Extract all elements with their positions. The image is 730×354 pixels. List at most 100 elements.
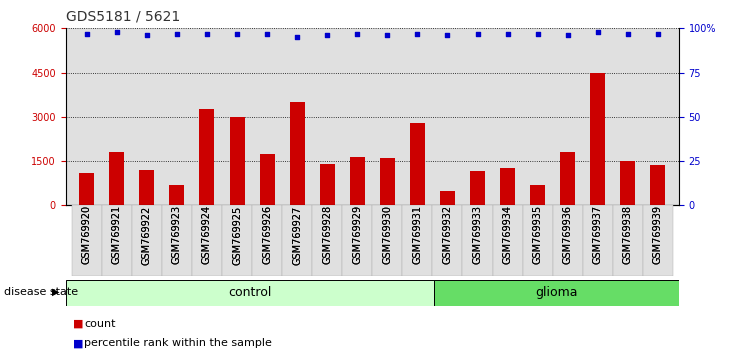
Text: GSM769934: GSM769934 [502,205,512,264]
Bar [260,154,274,205]
Bar [434,280,679,306]
Text: GSM769936: GSM769936 [563,205,572,264]
Text: GSM769926: GSM769926 [262,205,272,264]
Point [81,31,93,36]
Text: GSM769937: GSM769937 [593,205,603,264]
Bar [101,205,132,276]
Bar [523,205,553,276]
Point [652,31,664,36]
Bar [192,205,222,276]
Bar [380,158,395,205]
Text: GSM769923: GSM769923 [172,205,182,264]
Point [592,29,604,35]
Text: GSM769935: GSM769935 [533,205,542,264]
Point [412,31,423,36]
Bar [620,161,635,205]
Bar [463,205,493,276]
Text: GSM769928: GSM769928 [322,205,332,264]
Bar [199,109,215,205]
Bar [643,205,673,276]
Text: GSM769921: GSM769921 [112,205,122,264]
Bar [169,185,185,205]
Bar [350,156,365,205]
Point [171,31,182,36]
Text: GSM769932: GSM769932 [442,205,453,264]
Bar [132,205,162,276]
Bar [493,205,523,276]
Point [622,31,634,36]
Text: GSM769923: GSM769923 [172,205,182,264]
Bar [342,205,372,276]
Point [502,31,513,36]
Text: GSM769921: GSM769921 [112,205,122,264]
Bar [66,280,434,306]
Text: GSM769935: GSM769935 [533,205,542,264]
Bar [560,152,575,205]
Bar [530,185,545,205]
Bar [312,205,342,276]
Bar [72,205,101,276]
Text: GSM769922: GSM769922 [142,205,152,264]
Text: ■: ■ [73,338,83,348]
Bar [282,205,312,276]
Bar [402,205,432,276]
Bar [591,73,605,205]
Text: GSM769933: GSM769933 [472,205,483,264]
Point [442,33,453,38]
Text: GSM769939: GSM769939 [653,205,663,264]
Text: GSM769936: GSM769936 [563,205,572,264]
Text: GSM769934: GSM769934 [502,205,512,264]
Bar [440,190,455,205]
Bar [110,152,124,205]
Bar [252,205,282,276]
Bar [553,205,583,276]
Point [291,34,303,40]
Text: GSM769932: GSM769932 [442,205,453,264]
Point [382,33,393,38]
Text: GSM769930: GSM769930 [383,205,392,264]
Point [321,33,333,38]
Bar [500,169,515,205]
Text: GSM769931: GSM769931 [412,205,423,264]
Text: percentile rank within the sample: percentile rank within the sample [84,338,272,348]
Bar [372,205,402,276]
Text: GSM769925: GSM769925 [232,205,242,264]
Bar [410,123,425,205]
Point [531,31,543,36]
Point [141,33,153,38]
Point [201,31,213,36]
Text: GSM769920: GSM769920 [82,205,92,264]
Text: GSM769929: GSM769929 [353,205,362,264]
Bar [612,205,643,276]
Text: GSM769939: GSM769939 [653,205,663,264]
Point [562,33,574,38]
Text: GSM769926: GSM769926 [262,205,272,264]
Text: GSM769931: GSM769931 [412,205,423,264]
Text: GSM769924: GSM769924 [202,205,212,264]
Text: GSM769938: GSM769938 [623,205,633,264]
Bar [583,205,612,276]
Text: GSM769924: GSM769924 [202,205,212,264]
Point [351,31,363,36]
Point [231,31,243,36]
Bar [222,205,252,276]
Bar [162,205,192,276]
Text: GSM769937: GSM769937 [593,205,603,264]
Point [472,31,483,36]
Text: disease state: disease state [4,287,78,297]
Bar [432,205,463,276]
Bar [650,166,665,205]
Point [261,31,273,36]
Text: glioma: glioma [535,286,577,299]
Text: GSM769928: GSM769928 [322,205,332,264]
Text: control: control [228,286,272,299]
Bar [320,164,335,205]
Text: ■: ■ [73,319,83,329]
Text: ▶: ▶ [53,287,60,297]
Bar [229,117,245,205]
Text: GSM769929: GSM769929 [353,205,362,264]
Bar [470,171,485,205]
Text: count: count [84,319,115,329]
Text: GSM769938: GSM769938 [623,205,633,264]
Bar [80,173,94,205]
